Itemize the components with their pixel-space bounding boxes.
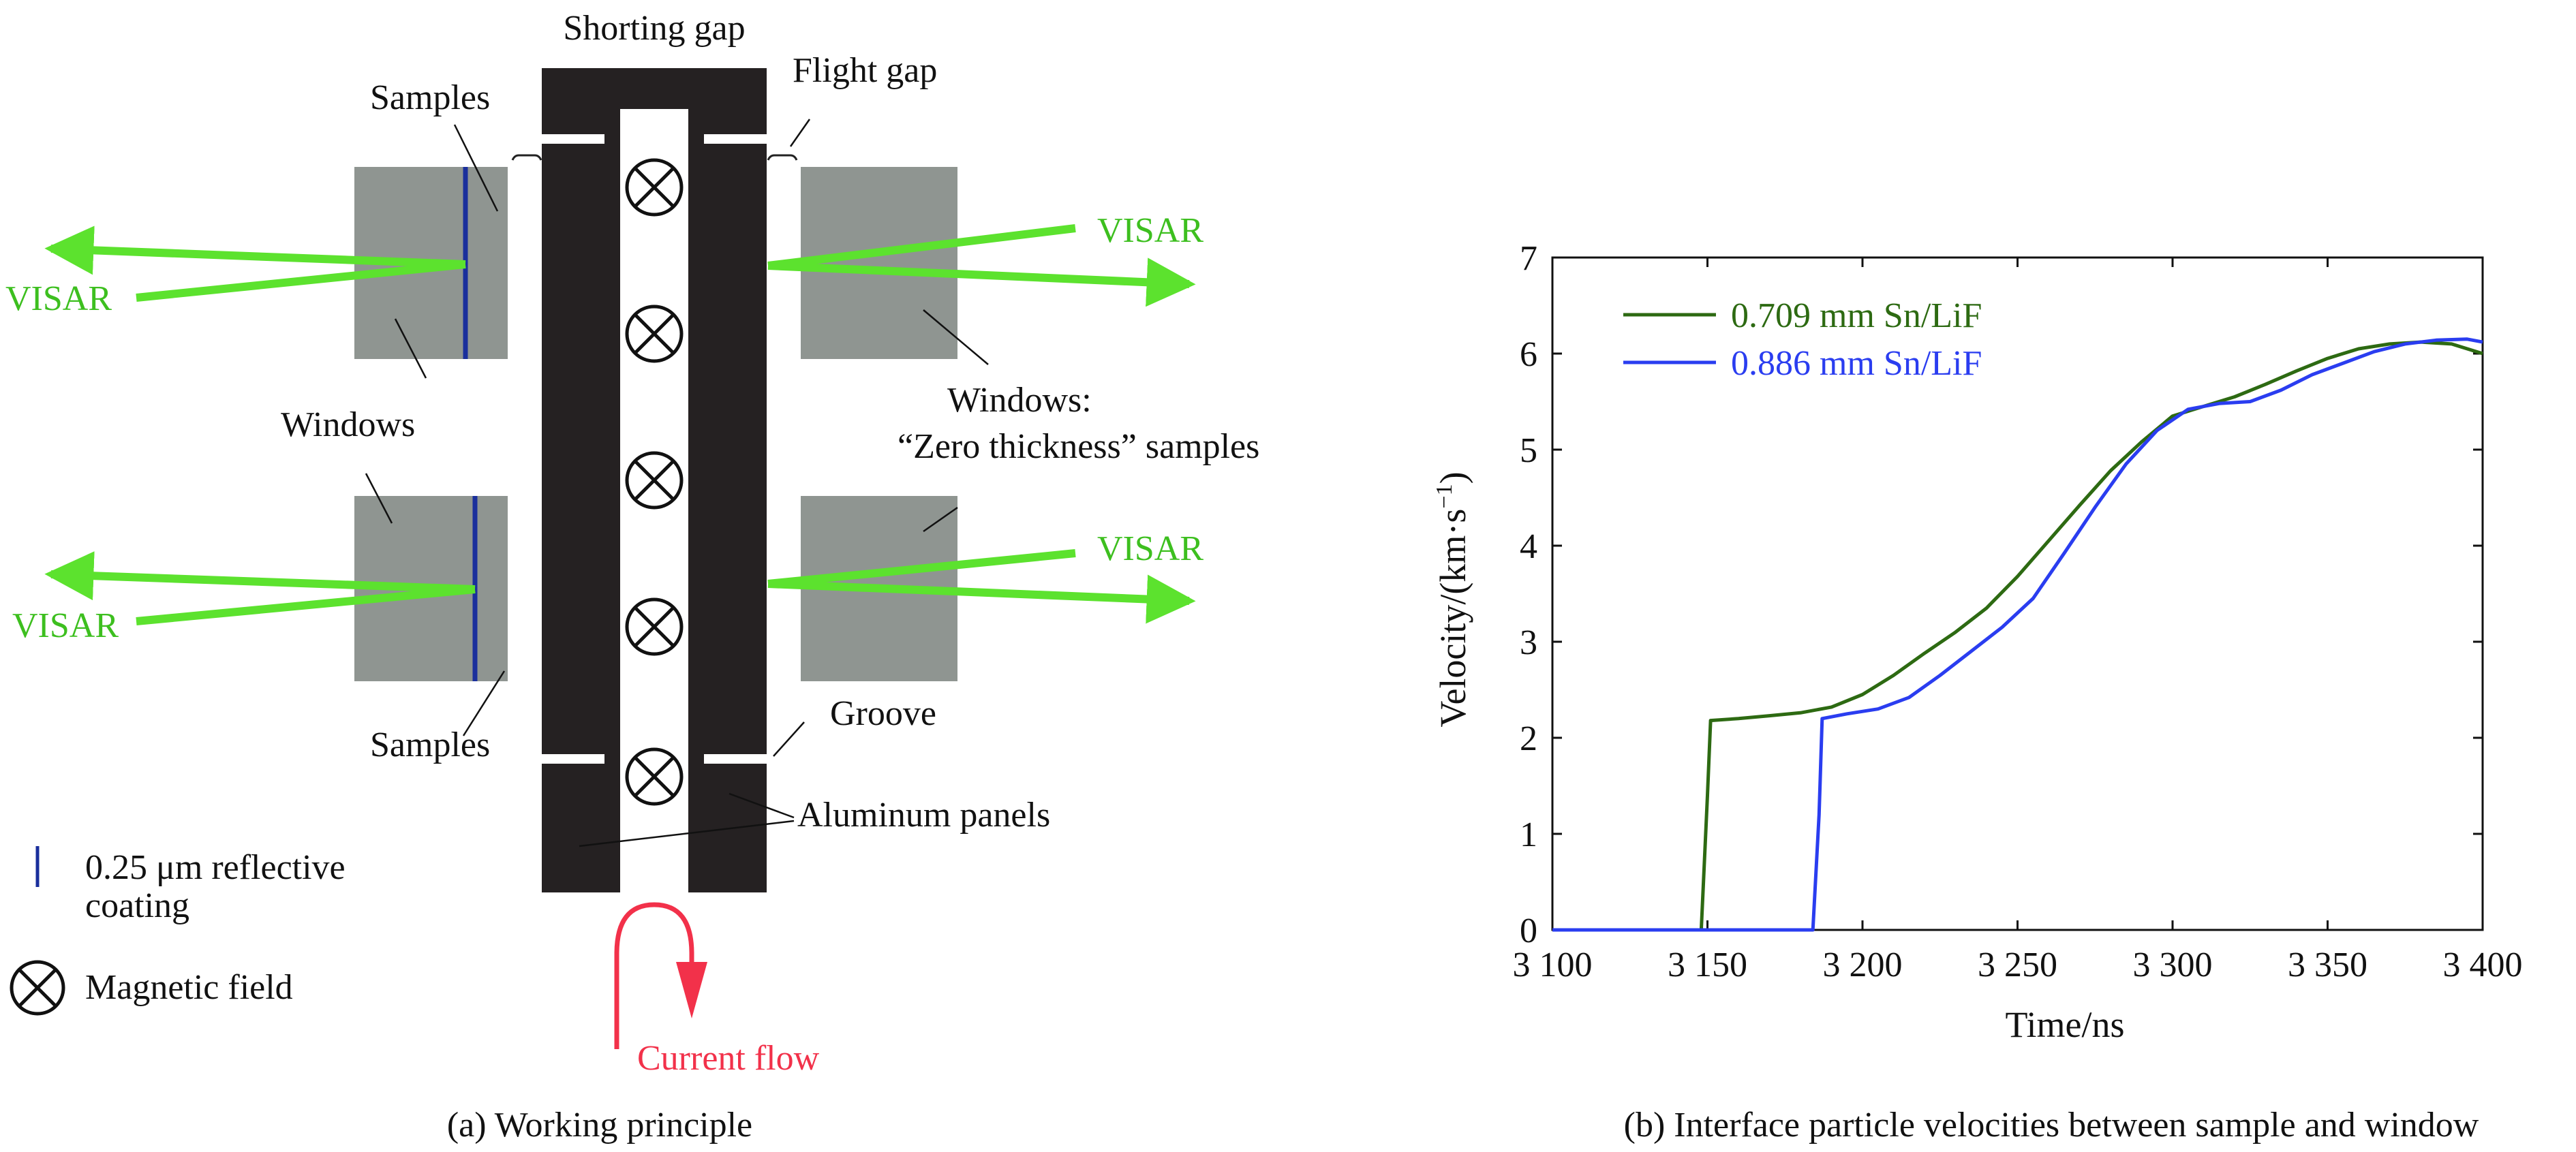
series-line-2 <box>1552 337 2483 932</box>
groove-top-right <box>704 134 767 144</box>
flight-gap-bracket-left <box>511 154 542 161</box>
magnetic-field-icon <box>625 597 684 656</box>
visar-beam-br-out <box>767 574 1196 624</box>
label-windows-zero-1: Windows: <box>947 381 1092 420</box>
visar-beam-tl-in <box>136 260 466 302</box>
label-visar-bottom-right: VISAR <box>1097 529 1203 568</box>
y-axis-label: Velocity/(km·s−1) <box>1432 471 1473 727</box>
legend-magnetic-field: Magnetic field <box>85 968 293 1007</box>
magnetic-field-icon <box>625 158 684 217</box>
visar-beam-tl-out <box>44 225 466 275</box>
velocity-chart: 3 100 3 150 3 200 3 250 3 300 3 350 3 400 0 1 2 3… <box>1432 239 2523 1145</box>
groove-top-left <box>542 134 604 144</box>
visar-beam-tr-out <box>767 258 1196 307</box>
current-flow-arrow <box>614 902 707 1049</box>
y-axis-label-close: ) <box>1432 471 1473 484</box>
flight-gap-bracket-right <box>767 154 798 161</box>
legend-label-1: 0.709 mm Sn/LiF <box>1731 296 1982 335</box>
series-line-1 <box>1552 340 2483 932</box>
label-visar-top-left: VISAR <box>5 279 112 318</box>
y-axis-label-sup: −1 <box>1432 484 1457 508</box>
visar-beam-br-in <box>767 549 1076 588</box>
window-block-top-right <box>801 167 957 359</box>
groove-bottom-right <box>704 754 767 764</box>
caption-a: (a) Working principle <box>447 1106 752 1145</box>
label-flight-gap: Flight gap <box>793 51 937 90</box>
magnetic-field-symbols <box>625 158 684 806</box>
magnetic-field-legend-icon <box>10 960 65 1016</box>
visar-beam-bl-in <box>136 585 476 625</box>
caption-b: (b) Interface particle velocities betwee… <box>1624 1106 2479 1145</box>
legend-label-2: 0.886 mm Sn/LiF <box>1731 344 1982 383</box>
label-visar-bottom-left: VISAR <box>12 606 119 645</box>
y-tick-label: 2 <box>1520 719 1537 758</box>
legend-left: 0.25 μm reflective coating Magnetic fiel… <box>10 846 346 1016</box>
y-tick-label: 1 <box>1520 815 1537 854</box>
y-tick-label: 0 <box>1520 912 1537 950</box>
y-axis-label-main: Velocity/(km·s <box>1432 509 1473 728</box>
label-windows-zero-2: “Zero thickness” samples <box>898 427 1259 466</box>
leader-lines <box>365 119 989 847</box>
visar-beam-bl-out <box>44 551 476 601</box>
plot-frame <box>1551 256 2484 931</box>
groove-bottom-left <box>542 754 604 764</box>
x-tick-label: 3 350 <box>2288 946 2367 984</box>
magnetic-field-icon <box>625 747 684 806</box>
working-principle-diagram: Shorting gap Flight gap Samples Windows … <box>5 9 1259 1145</box>
label-shorting-gap: Shorting gap <box>563 9 745 48</box>
aluminum-panel-right <box>688 68 767 892</box>
x-tick-label: 3 300 <box>2133 946 2213 984</box>
magnetic-field-icon <box>625 305 684 363</box>
label-aluminum-panels: Aluminum panels <box>797 796 1050 835</box>
visar-beams <box>44 224 1196 625</box>
x-tick-label: 3 400 <box>2443 946 2523 984</box>
y-axis: 0 1 2 3 4 5 6 7 <box>1520 239 2483 950</box>
legend-coating-line1: 0.25 μm reflective <box>85 848 346 887</box>
label-samples-bottom: Samples <box>370 726 490 764</box>
label-groove: Groove <box>830 694 936 733</box>
y-tick-label: 6 <box>1520 335 1537 374</box>
y-tick-label: 7 <box>1520 239 1537 278</box>
label-current-flow: Current flow <box>637 1039 820 1078</box>
x-tick-label: 3 250 <box>1978 946 2057 984</box>
chart-legend: 0.709 mm Sn/LiF 0.886 mm Sn/LiF <box>1623 296 1982 383</box>
y-tick-label: 3 <box>1520 623 1537 662</box>
x-axis-label: Time/ns <box>2005 1004 2124 1045</box>
visar-beam-tr-in <box>767 224 1076 270</box>
x-tick-label: 3 150 <box>1668 946 1747 984</box>
label-visar-top-right: VISAR <box>1097 211 1203 250</box>
label-samples-top: Samples <box>370 78 490 117</box>
x-tick-label: 3 200 <box>1823 946 1903 984</box>
legend-coating-line2: coating <box>85 886 189 925</box>
y-tick-label: 4 <box>1520 527 1537 566</box>
magnetic-field-icon <box>625 451 684 510</box>
aluminum-panel-left <box>542 68 620 892</box>
x-tick-label: 3 100 <box>1513 946 1593 984</box>
series-lines <box>1552 337 2483 932</box>
y-tick-label: 5 <box>1520 431 1537 470</box>
x-axis: 3 100 3 150 3 200 3 250 3 300 3 350 3 400 <box>1513 258 2523 984</box>
label-windows-left: Windows <box>281 405 415 444</box>
